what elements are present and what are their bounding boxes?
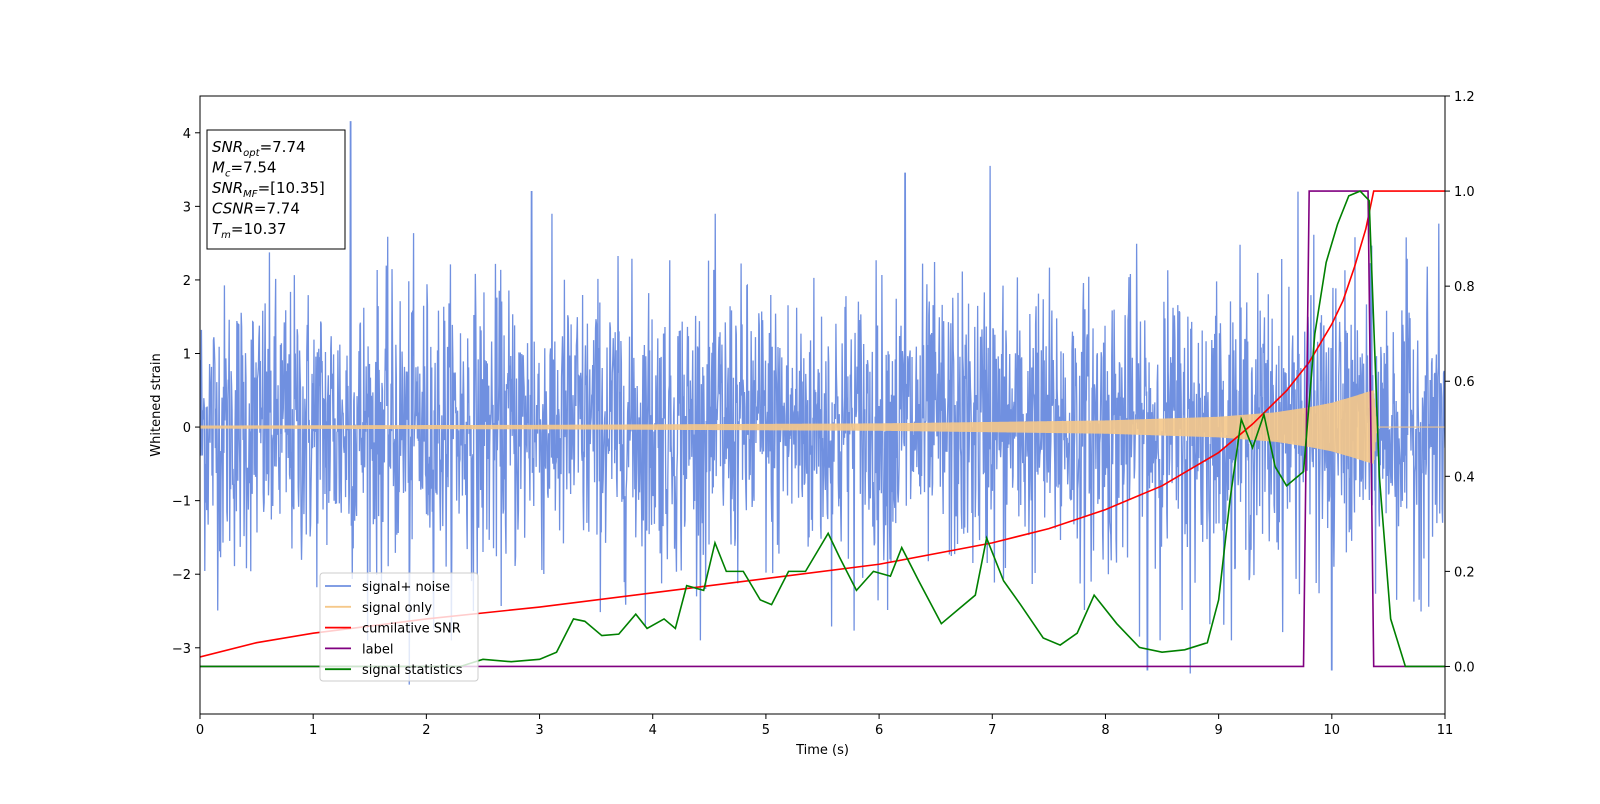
y2-tick-label: 0.0 bbox=[1454, 660, 1475, 675]
info-box-frame bbox=[206, 129, 346, 250]
legend-frame bbox=[319, 572, 479, 682]
series-label bbox=[200, 190, 1445, 668]
x-tick-label: 10 bbox=[1324, 723, 1341, 738]
x-tick-label: 1 bbox=[309, 723, 317, 738]
x-tick-label: 8 bbox=[1101, 723, 1109, 738]
legend-label: signal statistics bbox=[362, 663, 463, 678]
info-line: Mc=7.54 bbox=[212, 159, 276, 180]
y-tick-label: 0 bbox=[183, 421, 191, 436]
y2-tick-label: 0.8 bbox=[1454, 280, 1475, 295]
plot-frame bbox=[199, 95, 1446, 715]
legend: signal+ noise signal only cumilative SNR la… bbox=[319, 572, 479, 682]
y-tick-label: 2 bbox=[183, 274, 191, 289]
y-tick-label: 1 bbox=[183, 348, 191, 363]
y-axis-label: Whitened strain bbox=[149, 353, 164, 456]
x-tick-label: 2 bbox=[422, 723, 430, 738]
series-cumilative-snr bbox=[200, 190, 1445, 658]
x-tick-label: 4 bbox=[649, 723, 657, 738]
legend-label: signal only bbox=[362, 601, 432, 616]
y-tick-label: −1 bbox=[172, 495, 191, 510]
y-axis-right: 0.0 0.2 0.4 0.6 0.8 1.0 1.2 bbox=[1445, 90, 1475, 675]
y2-tick-label: 1.0 bbox=[1454, 185, 1475, 200]
legend-label: cumilative SNR bbox=[362, 622, 461, 637]
x-axis: 0 1 2 3 4 5 6 7 8 9 10 11 bbox=[196, 714, 1453, 738]
info-line: Tm=10.37 bbox=[212, 220, 286, 241]
y2-tick-label: 0.2 bbox=[1454, 565, 1475, 580]
info-box: SNRopt=7.74Mc=7.54SNRMF=[10.35]CSNR=7.74… bbox=[206, 129, 346, 250]
series-signal-only bbox=[200, 390, 1445, 464]
series-signal-statistics bbox=[200, 190, 1445, 668]
y2-tick-label: 0.4 bbox=[1454, 470, 1475, 485]
legend-label: label bbox=[362, 642, 393, 657]
x-tick-label: 9 bbox=[1214, 723, 1222, 738]
y-tick-label: 3 bbox=[183, 200, 191, 215]
x-tick-label: 11 bbox=[1437, 723, 1454, 738]
info-line: SNRopt=7.74 bbox=[212, 138, 306, 159]
y-axis-left: −3 −2 −1 0 1 2 3 4 bbox=[172, 127, 200, 657]
y2-tick-label: 1.2 bbox=[1454, 90, 1475, 105]
y-tick-label: −3 bbox=[172, 642, 191, 657]
y-tick-label: −2 bbox=[172, 568, 191, 583]
x-tick-label: 6 bbox=[875, 723, 883, 738]
info-line: SNRMF=[10.35] bbox=[212, 179, 325, 200]
plot-area bbox=[200, 121, 1445, 685]
x-tick-label: 5 bbox=[762, 723, 770, 738]
x-tick-label: 7 bbox=[988, 723, 996, 738]
y2-tick-label: 0.6 bbox=[1454, 375, 1475, 390]
x-axis-label: Time (s) bbox=[795, 743, 849, 758]
x-tick-label: 3 bbox=[535, 723, 543, 738]
x-tick-label: 0 bbox=[196, 723, 204, 738]
y-tick-label: 4 bbox=[183, 127, 191, 142]
legend-label: signal+ noise bbox=[362, 580, 450, 595]
info-line: CSNR=7.74 bbox=[212, 200, 300, 218]
